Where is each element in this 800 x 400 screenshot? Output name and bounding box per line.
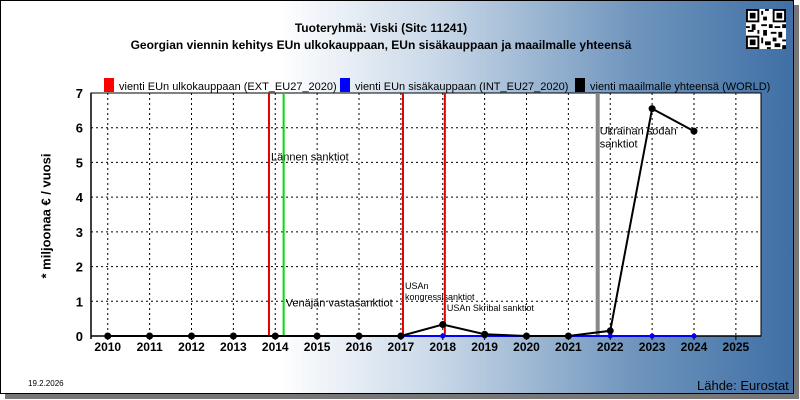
data-point bbox=[564, 332, 572, 340]
data-point bbox=[690, 127, 698, 135]
line-chart: vienti EUn ulkokauppaan (EXT_EU27_2020) v… bbox=[76, 78, 770, 354]
x-tick-label: 2020 bbox=[513, 340, 540, 354]
y-tick-label: 0 bbox=[76, 329, 83, 344]
data-point bbox=[440, 333, 446, 339]
plot-area: 0 1 2 3 4 5 6 7 2010 2011 2012 2013 2014 2015 2016 2017… bbox=[76, 86, 762, 354]
y-tick-label: 1 bbox=[76, 294, 83, 309]
data-point bbox=[649, 333, 655, 339]
x-tick-label: 2016 bbox=[346, 340, 373, 354]
data-point bbox=[439, 321, 447, 329]
data-point bbox=[397, 332, 405, 340]
x-tick-label: 2012 bbox=[178, 340, 205, 354]
y-tick-label: 3 bbox=[76, 225, 83, 240]
data-point bbox=[607, 333, 613, 339]
x-tick-label: 2014 bbox=[262, 340, 289, 354]
legend-swatch bbox=[340, 78, 350, 92]
y-tick-label: 7 bbox=[76, 86, 83, 101]
x-tick-label: 2011 bbox=[137, 340, 163, 354]
data-point bbox=[104, 332, 112, 340]
legend-label: vienti maailmalle yhteensä (WORLD) bbox=[590, 81, 770, 93]
x-tick-label: 2022 bbox=[597, 340, 624, 354]
legend-swatch bbox=[575, 78, 585, 92]
data-point bbox=[648, 105, 656, 113]
x-tick-label: 2018 bbox=[429, 340, 456, 354]
qr-code-icon bbox=[746, 9, 786, 49]
data-point bbox=[271, 332, 279, 340]
data-point bbox=[229, 332, 237, 340]
data-point bbox=[313, 332, 321, 340]
data-point bbox=[691, 333, 697, 339]
legend: vienti EUn ulkokauppaan (EXT_EU27_2020) v… bbox=[104, 78, 770, 93]
event-label: USAn Skribal sanktiot bbox=[447, 303, 535, 313]
event-label: Ukrainan sodan sanktiot bbox=[600, 126, 677, 151]
y-tick-label: 4 bbox=[76, 190, 84, 205]
x-tick-label: 2023 bbox=[639, 340, 666, 354]
y-tick-label: 5 bbox=[76, 155, 83, 170]
data-point bbox=[523, 332, 530, 340]
legend-label: vienti EUn sisäkauppaan (INT_EU27_2020) bbox=[355, 81, 568, 93]
x-tick-label: 2025 bbox=[723, 340, 750, 354]
data-point bbox=[146, 332, 154, 340]
legend-swatch bbox=[104, 78, 114, 92]
data-point bbox=[606, 327, 614, 335]
x-tick-label: 2017 bbox=[388, 340, 415, 354]
data-point bbox=[481, 330, 489, 338]
date-label: 19.2.2026 bbox=[28, 379, 64, 388]
event-label: USAn kongressisanktiot bbox=[405, 281, 475, 302]
source-label: Lähde: Eurostat bbox=[697, 378, 789, 393]
x-tick-label: 2015 bbox=[304, 340, 331, 354]
chart-frame: Tuoteryhmä: Viski (Sitc 11241) Georgian … bbox=[0, 0, 794, 394]
x-tick-label: 2019 bbox=[471, 340, 498, 354]
data-point bbox=[188, 332, 195, 340]
x-tick-label: 2024 bbox=[681, 340, 708, 354]
x-tick-label: 2021 bbox=[555, 340, 582, 354]
legend-label: vienti EUn ulkokauppaan (EXT_EU27_2020) bbox=[119, 81, 337, 93]
x-tick-label: 2013 bbox=[220, 340, 247, 354]
x-tick-label: 2010 bbox=[94, 340, 121, 354]
data-point bbox=[355, 332, 363, 340]
y-tick-label: 6 bbox=[76, 121, 83, 136]
event-label: Lännen sanktiot bbox=[271, 152, 349, 164]
y-tick-label: 2 bbox=[76, 260, 83, 275]
event-label: Venäjän vastasanktiot bbox=[286, 297, 393, 309]
chart-subtitle: Georgian viennin kehitys EUn ulkokauppaa… bbox=[130, 38, 632, 52]
chart-title: Tuoteryhmä: Viski (Sitc 11241) bbox=[294, 21, 468, 35]
